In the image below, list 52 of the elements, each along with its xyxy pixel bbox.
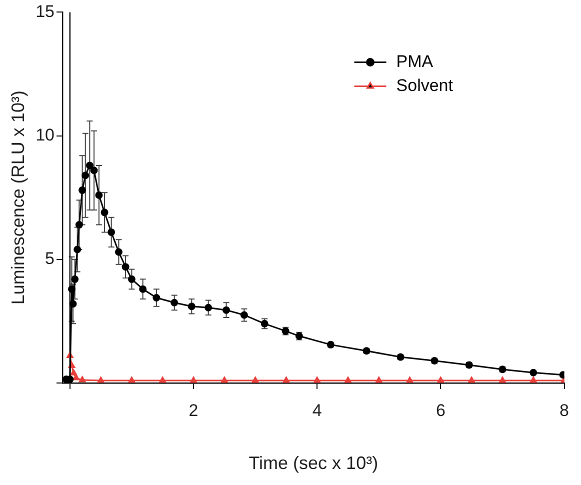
point: [240, 311, 248, 319]
x-tick-label: 6: [436, 400, 446, 420]
point: [128, 275, 136, 283]
point: [69, 300, 77, 308]
point: [128, 376, 136, 383]
y-tick-label: 5: [45, 249, 55, 268]
point: [95, 191, 103, 199]
point: [530, 376, 537, 383]
point: [252, 376, 259, 383]
point: [70, 369, 77, 376]
point: [82, 172, 90, 180]
point: [190, 376, 197, 383]
point: [74, 246, 82, 254]
x-axis-title: Time (sec x 10³): [248, 453, 378, 474]
point: [221, 376, 228, 383]
x-tick-label: 8: [560, 400, 570, 420]
point: [406, 376, 414, 383]
point: [376, 376, 382, 383]
point: [344, 376, 352, 383]
point: [75, 221, 83, 229]
point: [108, 228, 116, 236]
point: [222, 306, 230, 314]
point: [68, 285, 76, 293]
point: [78, 186, 86, 194]
point: [437, 376, 444, 383]
x-tick-label: 2: [188, 400, 198, 420]
point: [152, 294, 160, 302]
point: [282, 376, 290, 383]
point: [314, 376, 320, 383]
point: [170, 298, 178, 306]
point: [71, 275, 79, 283]
point: [90, 166, 98, 174]
point: [122, 263, 130, 271]
legend-label: Solvent: [396, 76, 454, 95]
legend-label: PMA: [396, 52, 434, 71]
point: [159, 376, 166, 383]
point: [188, 302, 196, 310]
point: [204, 304, 212, 312]
y-tick-label: 15: [36, 2, 55, 21]
point: [139, 285, 147, 293]
point: [530, 368, 538, 376]
point: [114, 248, 122, 256]
point: [499, 376, 506, 383]
point: [97, 376, 104, 383]
y-tick-label: 10: [36, 125, 55, 144]
point: [86, 162, 94, 170]
point: [100, 208, 108, 216]
x-tick-label: 4: [312, 400, 322, 420]
y-axis-title: Luminescence (RLU x 10³): [8, 90, 28, 305]
point: [78, 376, 86, 382]
point: [72, 374, 80, 380]
point: [468, 376, 475, 383]
